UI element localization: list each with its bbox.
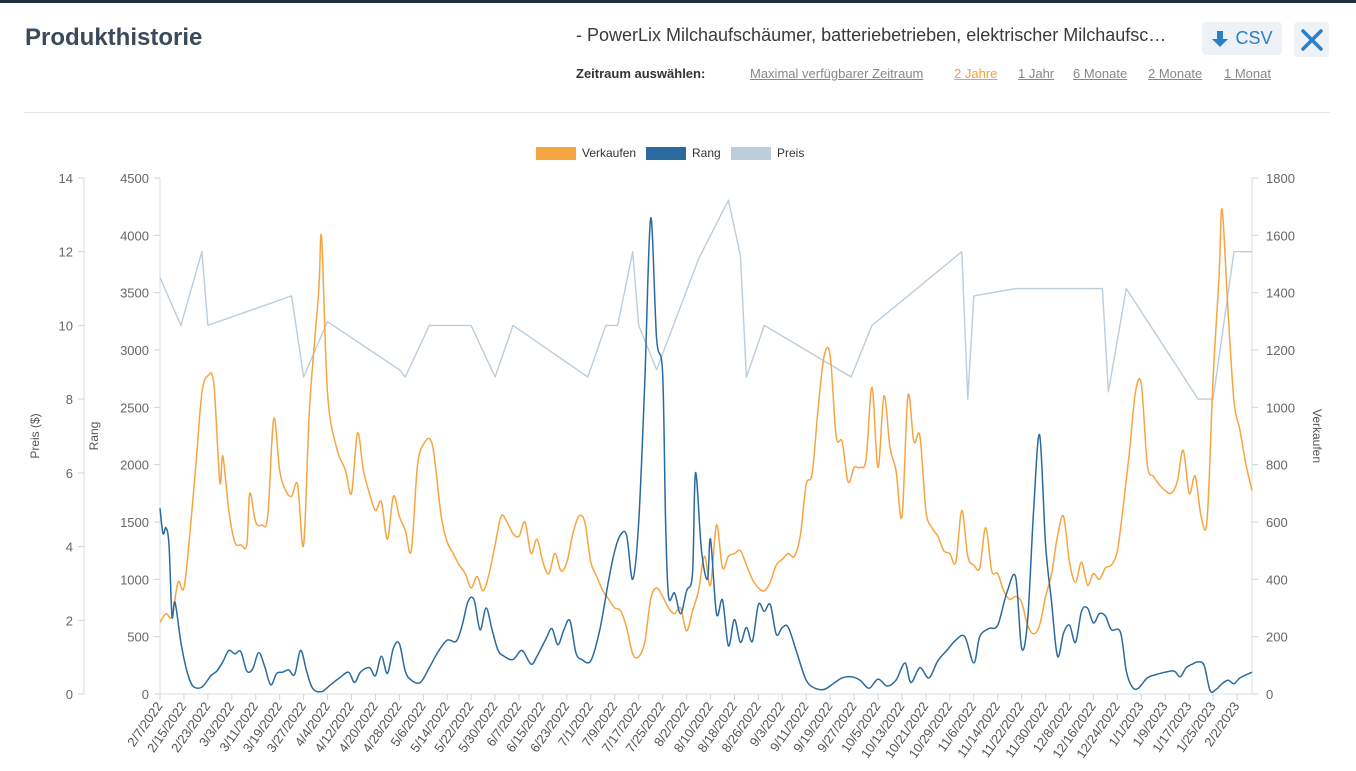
price-tick-label: 0 <box>66 687 73 702</box>
legend-swatch-price <box>731 147 771 160</box>
rank-tick-label: 2500 <box>120 400 149 415</box>
sales-tick-label: 1000 <box>1266 400 1295 415</box>
rank-tick-label: 500 <box>127 630 149 645</box>
sales-tick-label: 1400 <box>1266 286 1295 301</box>
rank-tick-label: 0 <box>142 687 149 702</box>
legend-label-sales: Verkaufen <box>582 146 636 160</box>
close-x-icon <box>1300 28 1323 51</box>
price-tick-label: 2 <box>66 613 73 628</box>
range-option-1-year[interactable]: 1 Jahr <box>1018 66 1055 81</box>
sales-tick-label: 600 <box>1266 515 1288 530</box>
sales-tick-label: 800 <box>1266 458 1288 473</box>
price-tick-label: 8 <box>66 392 73 407</box>
csv-download-button[interactable]: CSV <box>1202 22 1282 55</box>
price-axis-title: Preis ($) <box>28 413 42 458</box>
rank-axis-title: Rang <box>87 422 101 451</box>
sales-tick-label: 1600 <box>1266 228 1295 243</box>
rank-tick-label: 4500 <box>120 171 149 186</box>
rank-tick-label: 3000 <box>120 343 149 358</box>
rank-tick-label: 1500 <box>120 515 149 530</box>
price-tick-label: 10 <box>59 318 73 333</box>
range-option-max[interactable]: Maximal verfügbarer Zeitraum <box>750 66 924 81</box>
sales-tick-label: 1200 <box>1266 343 1295 358</box>
legend-swatch-rank <box>646 147 686 160</box>
range-option-2-months[interactable]: 2 Monate <box>1148 66 1203 81</box>
legend-swatch-sales <box>536 147 576 160</box>
range-option-6-months[interactable]: 6 Monate <box>1073 66 1128 81</box>
range-label: Zeitraum auswählen: <box>576 66 706 81</box>
csv-label: CSV <box>1235 28 1273 48</box>
sales-axis-title: Verkaufen <box>1310 409 1324 463</box>
rank-tick-label: 3500 <box>120 286 149 301</box>
price-tick-label: 6 <box>66 466 73 481</box>
legend-label-price: Preis <box>777 146 804 160</box>
price-tick-label: 14 <box>59 171 73 186</box>
close-button[interactable] <box>1294 22 1329 57</box>
download-arrow-icon <box>1212 30 1229 47</box>
product-title: - PowerLix Milchaufschäumer, batteriebet… <box>576 25 1176 45</box>
page-title: Produkthistorie <box>25 24 203 51</box>
price-tick-label: 4 <box>66 540 73 555</box>
top-strip <box>0 0 1356 3</box>
sales-tick-label: 1800 <box>1266 171 1295 186</box>
range-option-2-years[interactable]: 2 Jahre <box>954 66 998 81</box>
sales-series-line <box>159 208 1253 659</box>
header-divider <box>24 112 1330 113</box>
sales-tick-label: 400 <box>1266 572 1288 587</box>
rank-tick-label: 1000 <box>120 572 149 587</box>
history-chart: 0246810121405001000150020002500300035004… <box>28 146 1324 761</box>
sales-tick-label: 0 <box>1266 687 1273 702</box>
price-series-line <box>159 199 1252 400</box>
rank-tick-label: 4000 <box>120 228 149 243</box>
legend-label-rank: Rang <box>692 146 721 160</box>
price-tick-label: 12 <box>59 245 73 260</box>
rank-tick-label: 2000 <box>120 458 149 473</box>
rank-series-line <box>159 217 1253 694</box>
range-option-1-month[interactable]: 1 Monat <box>1224 66 1271 81</box>
sales-tick-label: 200 <box>1266 630 1288 645</box>
